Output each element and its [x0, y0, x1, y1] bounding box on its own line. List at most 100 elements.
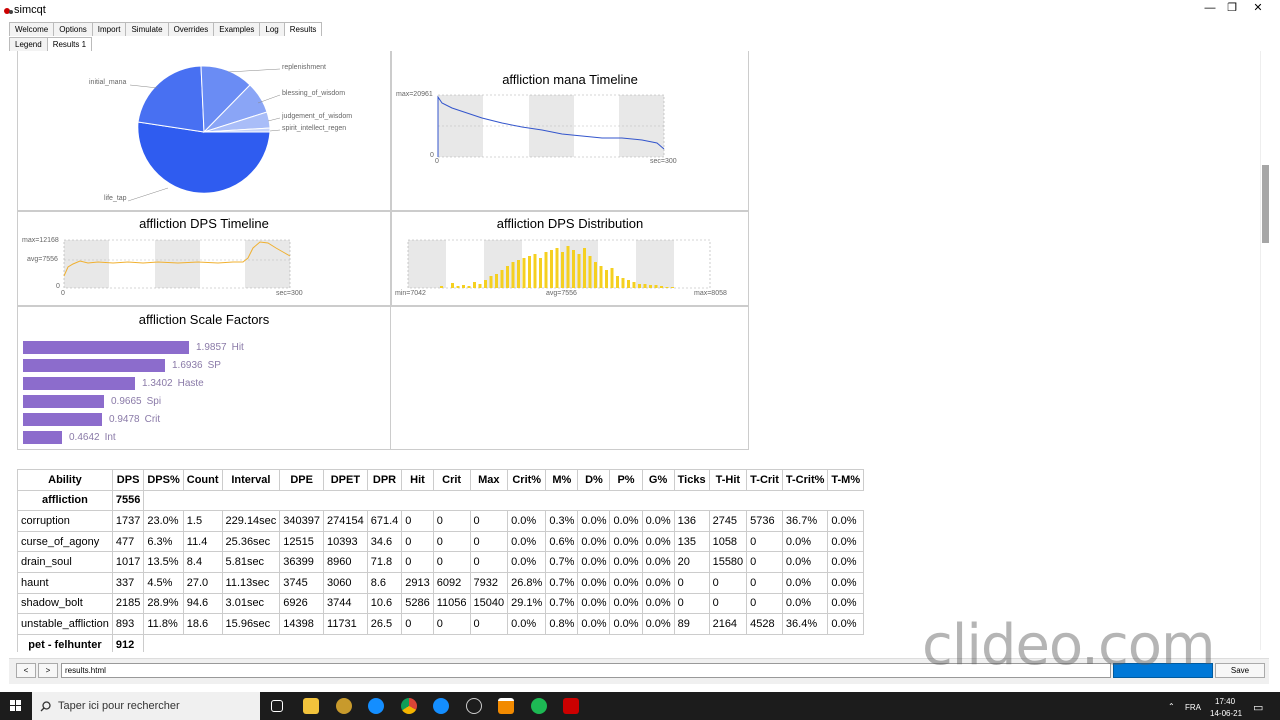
clock-time[interactable]: 17:40	[1215, 697, 1236, 706]
dps-distribution-avg: avg=7556	[546, 290, 577, 297]
watermark: clideo.com	[922, 613, 1216, 678]
table-cell: 0.0%	[781, 551, 829, 573]
table-cell: 27.0	[182, 571, 223, 594]
tray-chevron-icon[interactable]: ⌃	[1168, 702, 1175, 711]
scale-stat: Haste	[177, 378, 204, 389]
scale-stat: Hit	[231, 342, 244, 353]
tab-import[interactable]: Import	[91, 22, 127, 36]
tab-simulate[interactable]: Simulate	[125, 22, 169, 36]
table-cell: 0.0%	[641, 592, 675, 615]
table-cell: 2745	[708, 510, 748, 532]
dist-bar	[500, 270, 504, 288]
dist-bar	[484, 280, 487, 288]
table-cell: 4528	[746, 613, 783, 635]
task-view-icon[interactable]	[271, 700, 283, 712]
close-button[interactable]: ✕	[1253, 2, 1263, 14]
table-cell: 25.36sec	[221, 530, 281, 553]
dist-bar	[643, 284, 647, 288]
table-cell: 893	[111, 613, 145, 635]
tab-results[interactable]: Results	[283, 22, 323, 36]
table-cell: 10.6	[366, 592, 403, 615]
battlenet-2-icon[interactable]	[433, 698, 449, 714]
table-cell: 8960	[323, 551, 368, 573]
column-header: DPR	[366, 469, 403, 491]
scale-factors-panel: affliction Scale Factors 1.9857 Hit 1.6936…	[17, 306, 391, 450]
table-cell: 12515	[279, 530, 325, 553]
tab-results-1[interactable]: Results 1	[46, 37, 93, 51]
scale-bar-haste	[23, 377, 135, 390]
dist-bar	[660, 286, 663, 288]
spotify-icon[interactable]	[531, 698, 547, 714]
tab-log[interactable]: Log	[259, 22, 285, 36]
dist-bar	[638, 284, 641, 288]
dist-bar	[451, 283, 454, 288]
vlc-icon[interactable]	[498, 698, 514, 714]
vertical-scrollbar[interactable]	[1260, 51, 1270, 650]
scale-stat: Crit	[144, 414, 161, 425]
clock-date[interactable]: 14-06-21	[1210, 709, 1243, 718]
back-button[interactable]: <	[16, 663, 36, 678]
dist-bar	[440, 286, 443, 288]
dps-timeline-max: max=12168	[22, 237, 59, 244]
table-cell: 36.7%	[781, 510, 829, 532]
scale-value: 1.9857	[196, 342, 227, 353]
file-explorer-icon[interactable]	[303, 698, 319, 714]
table-cell: 0.0%	[609, 613, 643, 635]
table-cell: 0	[432, 510, 471, 532]
wow-icon[interactable]	[336, 698, 352, 714]
language-indicator[interactable]: FRA	[1185, 703, 1201, 712]
dps-timeline-panel: affliction DPS Timeline max=12168 avg=75…	[17, 211, 391, 306]
table-cell: 71.8	[366, 551, 403, 573]
pie-label-blessing-of-wisdom: blessing_of_wisdom	[282, 90, 346, 97]
table-cell: 34.6	[366, 530, 403, 553]
tab-examples[interactable]: Examples	[213, 22, 261, 36]
forward-button[interactable]: >	[38, 663, 58, 678]
scale-bar-hit	[23, 341, 189, 354]
notification-icon[interactable]: ▭	[1253, 702, 1264, 714]
row-filler	[144, 634, 864, 652]
table-cell: 23.0%	[143, 510, 184, 532]
table-cell: 2164	[708, 613, 748, 635]
chrome-icon[interactable]	[401, 698, 417, 714]
table-cell: 6092	[432, 571, 471, 594]
mana-timeline-panel: affliction mana Timeline max=20961 0 0 s…	[391, 51, 749, 211]
scale-value: 1.6936	[172, 360, 203, 371]
tab-welcome[interactable]: Welcome	[9, 22, 55, 36]
table-header-row: Ability DPS DPS% Count Interval DPE DPET DPR Hit…	[17, 469, 865, 491]
table-cell: 0	[746, 571, 783, 594]
table-cell: 0.0%	[641, 571, 675, 594]
table-cell: 10393	[323, 530, 368, 553]
battlenet-icon[interactable]	[368, 698, 384, 714]
table-cell: 28.9%	[143, 592, 184, 615]
table-cell: 0.0%	[827, 530, 865, 553]
ability-name: shadow_bolt	[17, 592, 113, 615]
dist-bar	[489, 276, 493, 288]
column-header: DPE	[279, 469, 325, 491]
pie-label-initial-mana: initial_mana	[89, 79, 127, 86]
simc-icon[interactable]	[563, 698, 579, 714]
obs-icon[interactable]	[466, 698, 482, 714]
table-cell: 5.81sec	[221, 551, 281, 573]
dist-bar	[478, 284, 482, 288]
scale-stat: SP	[207, 360, 221, 371]
minimize-button[interactable]: —	[1204, 2, 1216, 14]
taskbar-search-input[interactable]: Taper ici pour rechercher	[32, 692, 260, 720]
maximize-button[interactable]: ❐	[1227, 2, 1237, 14]
windows-start-icon[interactable]	[10, 700, 22, 712]
dist-bar	[665, 287, 669, 288]
table-cell: 11056	[432, 592, 471, 615]
column-header: Crit%	[507, 469, 547, 491]
dist-bar	[649, 285, 652, 288]
tab-legend[interactable]: Legend	[9, 37, 48, 51]
dps-distribution-chart	[407, 239, 711, 289]
tab-overrides[interactable]: Overrides	[167, 22, 215, 36]
save-button[interactable]: Save	[1215, 663, 1265, 678]
url-field[interactable]: results.html	[61, 663, 1111, 678]
player-row: affliction 7556	[17, 489, 864, 512]
scrollbar-thumb[interactable]	[1262, 165, 1269, 243]
tab-options[interactable]: Options	[53, 22, 93, 36]
pie-label-life-tap: life_tap	[104, 195, 127, 202]
dist-bar	[462, 285, 465, 288]
mana-timeline-chart	[437, 94, 665, 158]
table-cell: 0.0%	[641, 551, 675, 573]
